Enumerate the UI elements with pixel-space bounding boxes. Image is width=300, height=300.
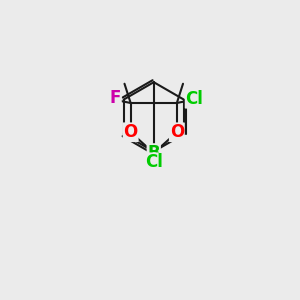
Text: B: B [147,144,160,162]
Text: Cl: Cl [145,153,163,171]
Text: F: F [110,89,121,107]
Text: O: O [124,123,138,141]
Text: Cl: Cl [186,90,203,108]
Text: O: O [170,123,184,141]
